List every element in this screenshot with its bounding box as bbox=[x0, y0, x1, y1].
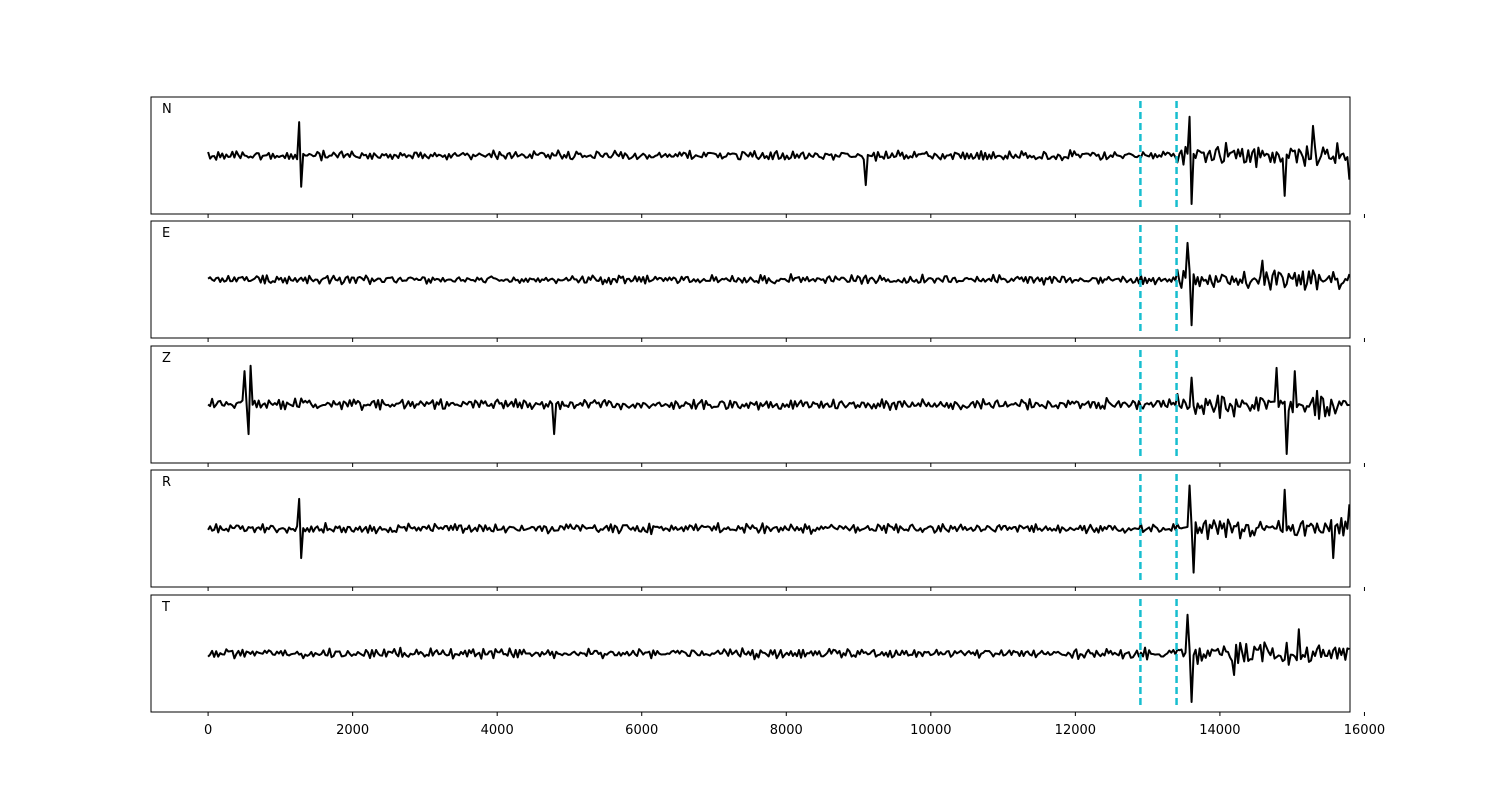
panel-label: E bbox=[162, 226, 170, 241]
panel-label: Z bbox=[162, 351, 171, 366]
waveform-n bbox=[207, 115, 1351, 205]
x-axis: 0 2000 4000 6000 8000 10000 12000 14000 16000 bbox=[204, 723, 1385, 738]
x-tick-label: 4000 bbox=[481, 723, 514, 738]
waveform-z bbox=[207, 364, 1350, 456]
panel-t: T bbox=[150, 594, 1365, 716]
panel-frame bbox=[150, 96, 1351, 215]
panel-frame bbox=[150, 345, 1351, 464]
panel-r: R bbox=[150, 469, 1365, 591]
panel-frame bbox=[150, 594, 1351, 713]
panel-e: E bbox=[150, 220, 1365, 342]
x-tick-label: 14000 bbox=[1199, 723, 1240, 738]
panel-label: T bbox=[161, 600, 170, 615]
waveform-r bbox=[207, 484, 1351, 574]
x-tick-label: 0 bbox=[204, 723, 212, 738]
panel-label: R bbox=[162, 475, 171, 490]
waveform-t bbox=[207, 613, 1350, 703]
panel-n: N bbox=[150, 96, 1365, 218]
x-tick-label: 8000 bbox=[770, 723, 803, 738]
panel-z: Z bbox=[150, 345, 1365, 467]
x-tick-label: 2000 bbox=[336, 723, 369, 738]
x-tick-label: 6000 bbox=[625, 723, 658, 738]
x-tick-label: 16000 bbox=[1344, 723, 1385, 738]
x-tick-label: 12000 bbox=[1055, 723, 1096, 738]
waveform-e bbox=[207, 241, 1351, 327]
panel-frame bbox=[150, 220, 1351, 339]
panel-frame bbox=[150, 469, 1351, 588]
panels: N E Z R T bbox=[150, 96, 1365, 716]
panel-label: N bbox=[162, 102, 172, 117]
x-tick-label: 10000 bbox=[910, 723, 951, 738]
